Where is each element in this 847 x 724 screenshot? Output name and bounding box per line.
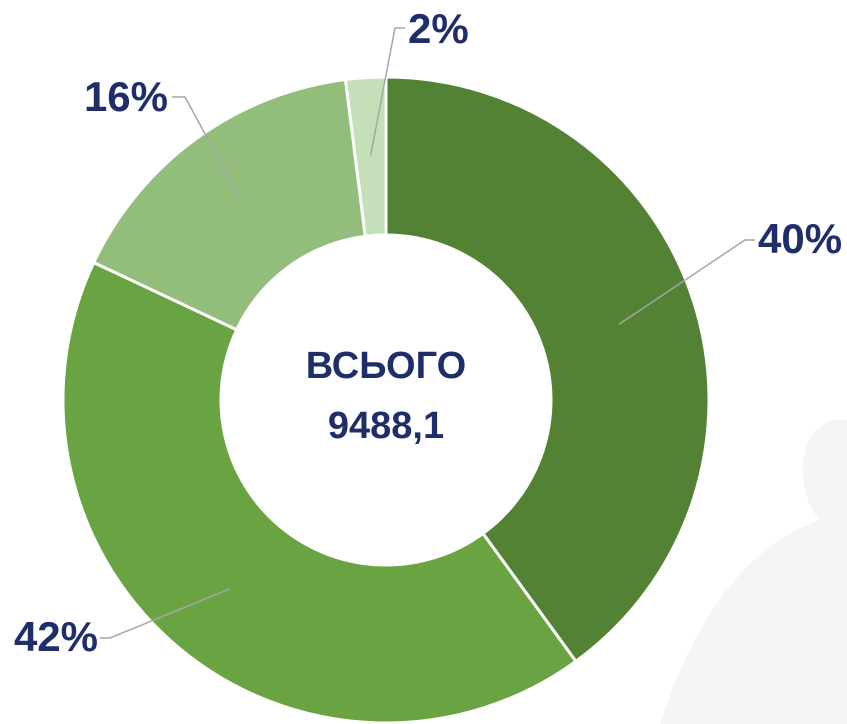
center-label: ВСЬОГО xyxy=(306,345,466,387)
leader-line xyxy=(100,588,231,639)
watermark xyxy=(660,420,847,724)
value-label: 2% xyxy=(408,5,469,52)
donut-slice xyxy=(343,75,388,238)
value-label: 40% xyxy=(758,215,842,262)
leader-line xyxy=(618,239,755,325)
center-total: 9488,1 xyxy=(328,405,444,447)
donut-slice xyxy=(91,77,367,332)
leader-line xyxy=(172,96,243,203)
value-label: 16% xyxy=(84,73,168,120)
donut-slice xyxy=(61,260,578,724)
donut-slice xyxy=(384,75,711,664)
leader-line xyxy=(369,27,405,156)
value-label: 42% xyxy=(14,613,98,660)
